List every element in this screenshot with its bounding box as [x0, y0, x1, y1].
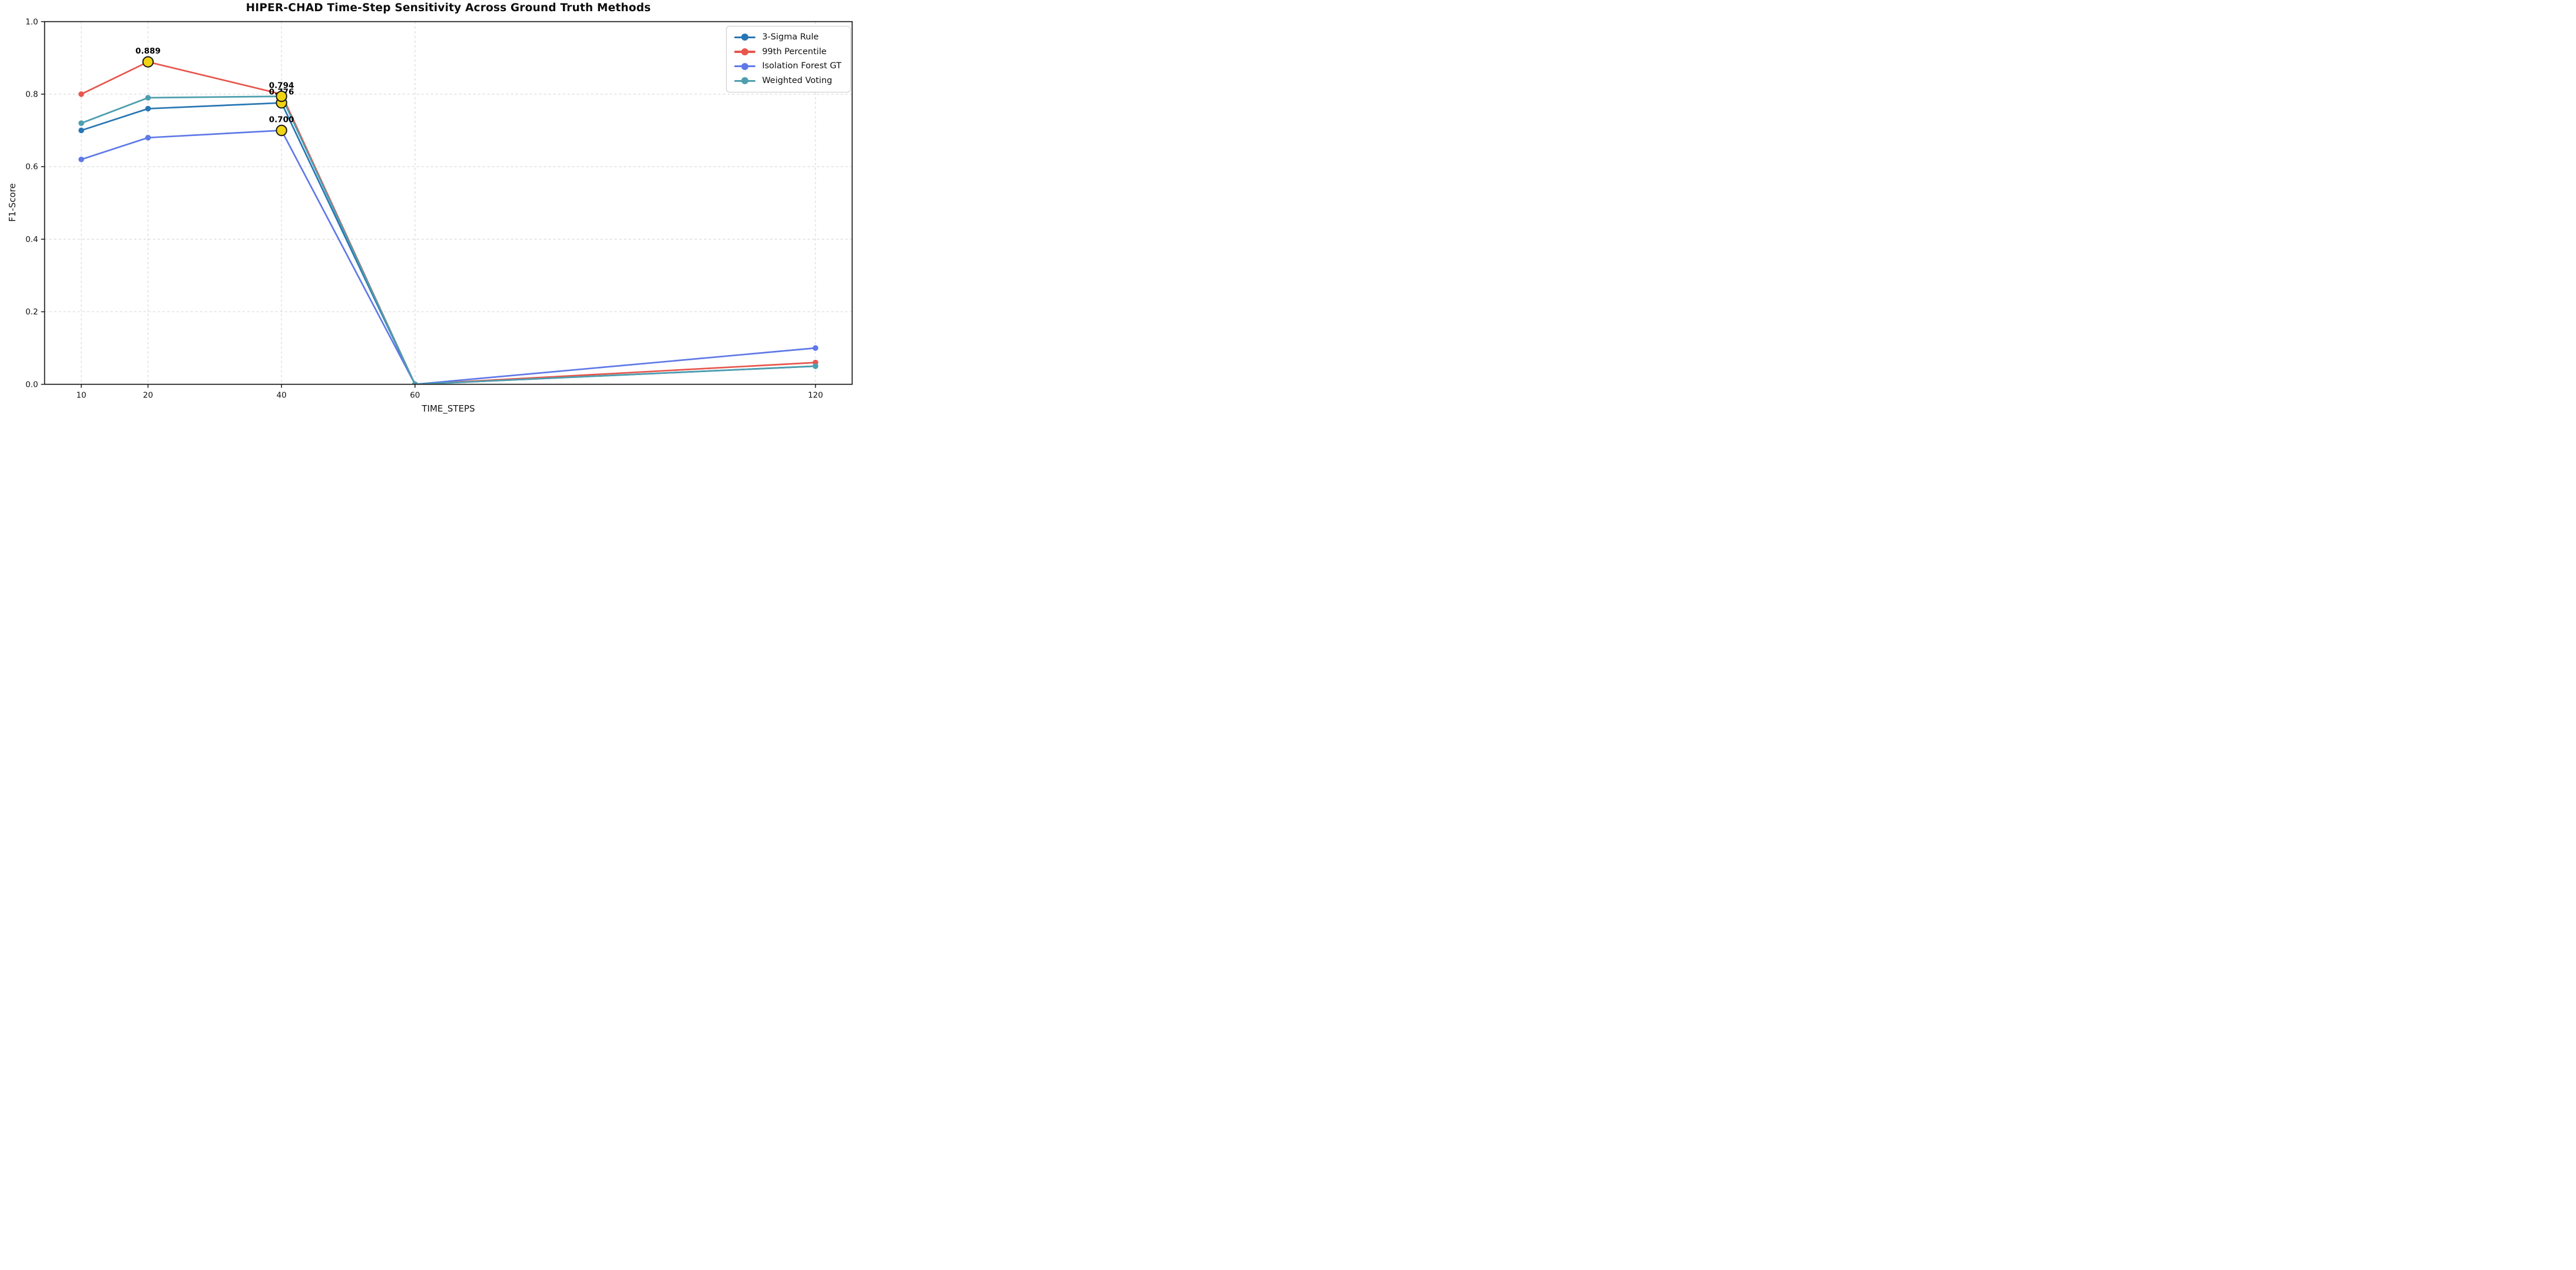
data-point-marker	[813, 363, 818, 369]
x-tick-label: 120	[808, 391, 823, 400]
data-point-marker	[78, 120, 84, 126]
legend-line-marker-icon	[734, 48, 756, 55]
y-tick-label: 0.0	[25, 380, 38, 389]
data-point-marker	[145, 95, 151, 101]
plot-area: 102040601200.00.20.40.60.81.00.7760.8890…	[25, 17, 853, 400]
legend: 3-Sigma Rule 99th Percentile Isolation For…	[726, 26, 851, 92]
best-f1-annotation: 0.889	[135, 47, 161, 56]
y-tick-label: 1.0	[25, 17, 38, 26]
legend-dot-icon	[741, 48, 749, 55]
legend-label: 99th Percentile	[762, 47, 827, 57]
best-f1-annotation: 0.700	[269, 115, 294, 125]
legend-dot-icon	[741, 62, 749, 70]
legend-label: Weighted Voting	[762, 76, 833, 86]
legend-line-marker-icon	[734, 77, 756, 85]
y-axis-label: F1-Score	[7, 183, 18, 222]
legend-dot-icon	[741, 77, 749, 85]
legend-line-marker-icon	[734, 34, 756, 41]
chart-figure: 102040601200.00.20.40.60.81.00.7760.8890…	[0, 0, 858, 423]
data-point-marker	[813, 345, 818, 351]
legend-item-3-sigma-rule: 3-Sigma Rule	[734, 32, 841, 42]
ticks: 10 20 40 60 120 0.0 0.2 0.4 0.6 0.8 1.0	[25, 17, 823, 400]
series-line	[80, 130, 817, 385]
x-tick-label: 10	[76, 391, 86, 400]
x-axis-label: TIME_STEPS	[422, 403, 475, 414]
y-tick-label: 0.4	[25, 235, 38, 244]
y-tick-label: 0.8	[25, 90, 38, 100]
best-f1-annotation: 0.794	[269, 81, 294, 91]
series-3-sigma-rule	[78, 100, 818, 385]
series-weighted-voting	[78, 93, 818, 385]
series-line	[80, 102, 817, 385]
best-f1-marker	[142, 56, 154, 68]
x-tick-label: 20	[143, 391, 153, 400]
series-line	[80, 95, 817, 385]
y-tick-label: 0.2	[25, 307, 38, 317]
series-isolation-forest-gt	[78, 127, 818, 385]
data-point-marker	[78, 127, 84, 134]
data-point-marker	[145, 105, 151, 112]
x-tick-label: 60	[410, 391, 420, 400]
legend-line-marker-icon	[734, 62, 756, 70]
gridlines	[44, 21, 853, 385]
series-99th-percentile	[78, 59, 818, 385]
data-point-marker	[145, 135, 151, 141]
legend-label: 3-Sigma Rule	[762, 32, 819, 42]
chart-title: HIPER-CHAD Time-Step Sensitivity Across …	[246, 2, 651, 14]
series-group	[78, 59, 818, 385]
data-point-marker	[78, 156, 84, 163]
axes-spines	[44, 21, 853, 385]
legend-item-99th-percentile: 99th Percentile	[734, 47, 841, 57]
legend-dot-icon	[741, 34, 749, 41]
legend-label: Isolation Forest GT	[762, 61, 841, 71]
legend-item-weighted-voting: Weighted Voting	[734, 76, 841, 86]
series-line	[80, 61, 817, 385]
best-f1-marker	[276, 124, 287, 137]
x-tick-label: 40	[277, 391, 287, 400]
y-tick-label: 0.6	[25, 163, 38, 172]
legend-item-isolation-forest-gt: Isolation Forest GT	[734, 61, 841, 71]
best-f1-marker	[276, 90, 287, 102]
data-point-marker	[78, 91, 84, 97]
